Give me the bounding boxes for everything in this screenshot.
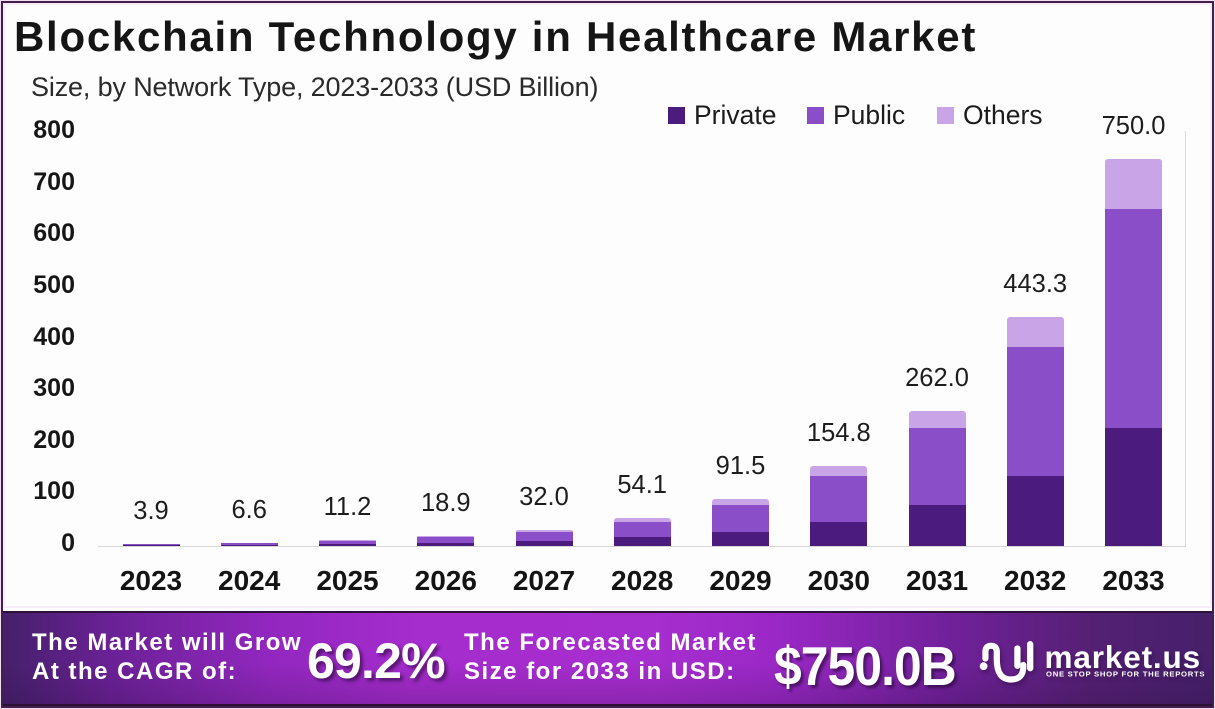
svg-text:market.us: market.us xyxy=(1045,639,1201,675)
svg-text:ONE STOP SHOP FOR THE REPORTS: ONE STOP SHOP FOR THE REPORTS xyxy=(1046,669,1205,678)
